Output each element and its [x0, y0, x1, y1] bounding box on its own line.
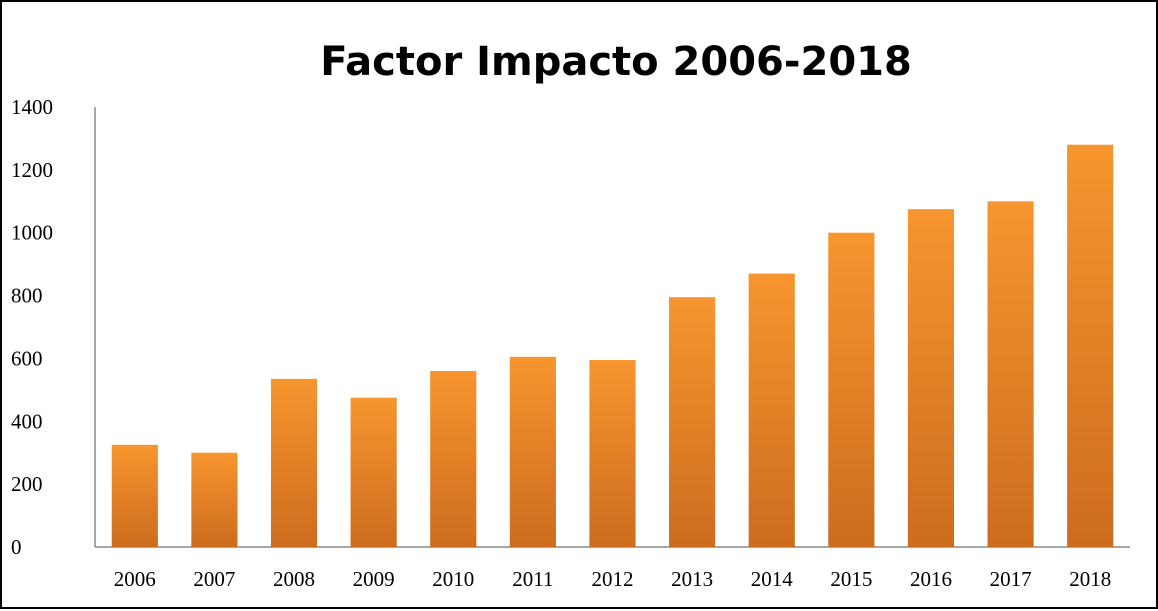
y-tick-label: 1000 — [11, 221, 53, 245]
bar-2009 — [350, 397, 397, 547]
bar-2011 — [509, 356, 556, 547]
y-tick-label: 1400 — [11, 95, 53, 119]
bar-2010 — [430, 371, 477, 547]
x-tick-label: 2014 — [751, 567, 794, 591]
x-tick-label: 2016 — [910, 567, 952, 591]
y-axis-ticks: 0 200 400 600 800 1000 1200 1400 — [11, 95, 53, 559]
y-tick-label: 800 — [11, 284, 43, 308]
bar-2013 — [669, 297, 716, 547]
chart-title: Factor Impacto 2006-2018 — [320, 39, 912, 85]
bar-2008 — [270, 378, 318, 547]
bars-group — [111, 144, 1114, 548]
x-tick-label: 2009 — [353, 567, 395, 591]
x-axis-ticks: 2006 2007 2008 2009 2010 2011 2012 2013 2014 2015… — [114, 567, 1111, 591]
y-tick-label: 0 — [11, 535, 22, 559]
x-tick-label: 2008 — [273, 567, 315, 591]
bar-2016 — [907, 209, 955, 547]
x-tick-label: 2011 — [512, 567, 553, 591]
bar-2017 — [987, 201, 1034, 548]
x-tick-label: 2013 — [671, 567, 713, 591]
bar-2007 — [191, 452, 238, 547]
y-tick-label: 200 — [11, 472, 43, 496]
bar-2012 — [589, 360, 636, 547]
bar-2015 — [828, 232, 875, 547]
y-tick-label: 400 — [11, 409, 43, 433]
y-tick-label: 1200 — [11, 158, 53, 182]
x-tick-label: 2015 — [830, 567, 872, 591]
bar-2006 — [111, 444, 158, 547]
x-tick-label: 2018 — [1069, 567, 1111, 591]
y-tick-label: 600 — [11, 346, 43, 370]
x-tick-label: 2012 — [592, 567, 634, 591]
x-tick-label: 2006 — [114, 567, 156, 591]
x-tick-label: 2007 — [193, 567, 235, 591]
bar-2018 — [1067, 144, 1114, 547]
bar-2014 — [748, 273, 795, 547]
x-tick-label: 2010 — [432, 567, 474, 591]
x-tick-label: 2017 — [990, 567, 1032, 591]
